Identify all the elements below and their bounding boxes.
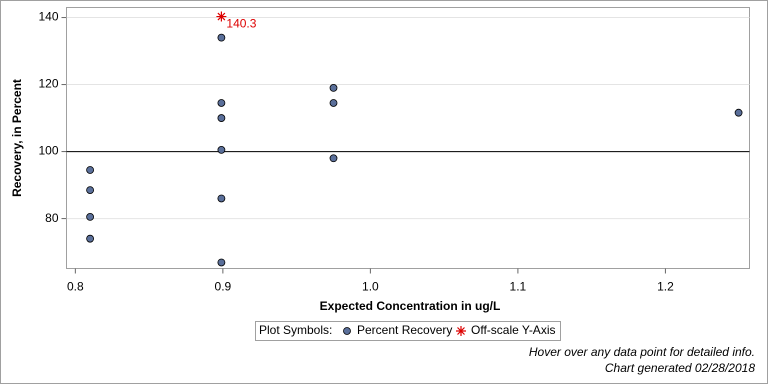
y-tick-label: 140 (38, 10, 58, 24)
plot-area (66, 7, 750, 269)
footnote: Hover over any data point for detailed i… (529, 345, 755, 359)
data-point[interactable] (217, 258, 226, 267)
legend-label: Percent Recovery (357, 323, 452, 337)
x-tick-label: 1.1 (510, 280, 527, 294)
data-point[interactable] (217, 114, 226, 122)
footnote: Chart generated 02/28/2018 (605, 361, 755, 375)
y-axis-label: Recovery, in Percent (10, 79, 24, 197)
data-point[interactable] (329, 154, 338, 163)
data-point[interactable] (734, 108, 743, 117)
data-point[interactable] (329, 84, 338, 92)
x-tick-label: 0.9 (215, 280, 232, 294)
data-point[interactable] (86, 213, 95, 221)
x-tick-label: 0.8 (67, 280, 84, 294)
y-tick-label: 120 (38, 77, 58, 91)
data-point[interactable] (329, 99, 338, 107)
data-point[interactable] (86, 166, 95, 174)
legend-box (255, 321, 561, 341)
y-tick-label: 100 (38, 144, 58, 158)
legend-symbol (343, 327, 351, 335)
x-axis-label: Expected Concentration in ug/L (320, 299, 501, 313)
x-tick-label: 1.2 (657, 280, 674, 294)
data-point[interactable] (217, 99, 226, 107)
off-scale-point[interactable] (216, 11, 227, 22)
y-tick-label: 80 (45, 211, 59, 225)
data-point[interactable] (86, 234, 95, 243)
data-label: 140.3 (226, 17, 256, 31)
data-point[interactable] (217, 33, 226, 42)
data-point[interactable] (217, 145, 226, 154)
x-tick-label: 1.0 (362, 280, 379, 294)
legend-symbol (456, 326, 466, 336)
data-point[interactable] (86, 186, 95, 194)
data-point[interactable] (217, 194, 226, 203)
legend-title: Plot Symbols: (259, 323, 332, 337)
legend-label: Off-scale Y-Axis (471, 323, 555, 337)
